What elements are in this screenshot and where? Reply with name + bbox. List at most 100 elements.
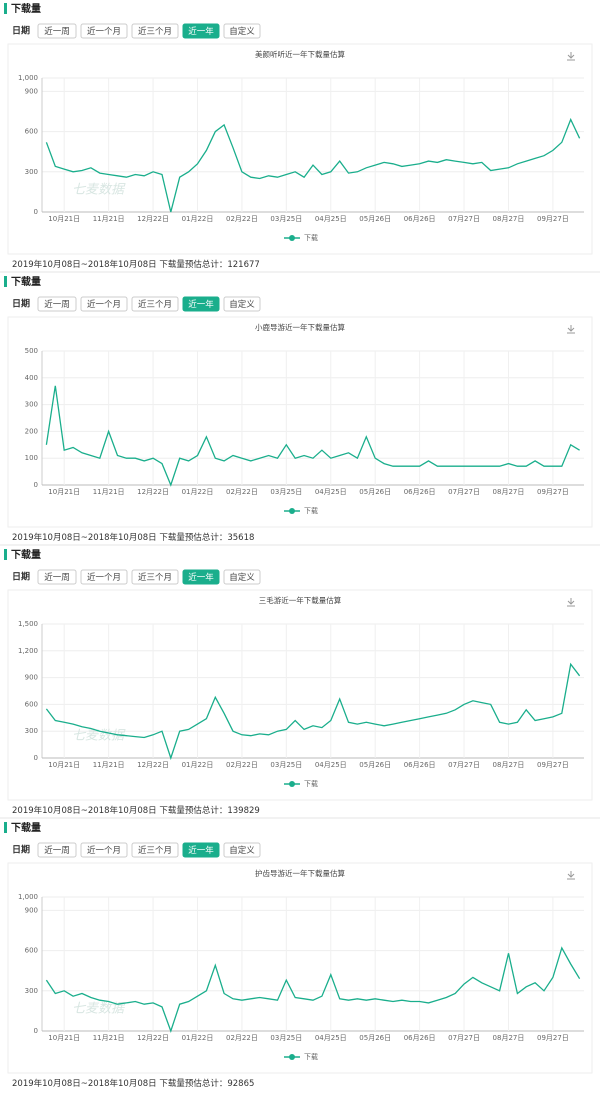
legend-dot — [289, 508, 295, 514]
download-glyph[interactable] — [567, 52, 575, 61]
chart-frame — [7, 589, 593, 801]
filter-button-label[interactable]: 近一周 — [44, 572, 70, 583]
y-tick-label: 900 — [25, 906, 38, 914]
filter-button-label[interactable]: 近一个月 — [87, 572, 121, 583]
filter-button-label[interactable]: 近一周 — [44, 26, 70, 37]
x-tick-label: 03月25日 — [270, 1034, 302, 1042]
filter-label: 日期 — [12, 298, 30, 310]
y-tick-label: 300 — [25, 727, 38, 735]
filter-button[interactable] — [223, 569, 261, 585]
filter-button[interactable] — [223, 296, 261, 312]
download-glyph[interactable] — [567, 871, 575, 880]
filter-button[interactable] — [80, 569, 128, 585]
y-tick-label: 1,000 — [18, 893, 38, 901]
footer-total: 121677 — [227, 260, 259, 270]
filter-button[interactable] — [223, 23, 261, 39]
filter-button-label[interactable]: 近一个月 — [87, 26, 121, 37]
filter-button-label[interactable]: 自定义 — [229, 572, 255, 583]
filter-button[interactable] — [37, 842, 77, 858]
chart-frame — [7, 316, 593, 528]
x-tick-label: 12月22日 — [137, 488, 169, 496]
filter-button[interactable] — [182, 296, 220, 312]
section-title: 下载量 — [11, 2, 41, 15]
download-icon[interactable] — [567, 871, 575, 880]
filter-button[interactable] — [182, 569, 220, 585]
y-tick-label: 600 — [25, 947, 38, 955]
y-tick-label: 0 — [34, 754, 38, 762]
y-tick-label: 400 — [25, 374, 38, 382]
section-marker — [4, 549, 7, 560]
legend-dot — [289, 235, 295, 241]
section-title: 下载量 — [11, 275, 41, 288]
filter-button-label[interactable]: 近三个月 — [138, 845, 172, 856]
x-tick-label: 06月26日 — [404, 761, 436, 769]
data-line — [45, 662, 581, 761]
footer: 2019年10月08日~2018年10月08日 下载量预估总计：121677 — [12, 259, 260, 270]
x-tick-label: 10月21日 — [48, 215, 80, 223]
legend-dot — [289, 781, 295, 787]
filter-button-label[interactable]: 近一个月 — [87, 299, 121, 310]
x-tick-label: 08月27日 — [493, 1034, 525, 1042]
filter-button[interactable] — [131, 296, 179, 312]
x-tick-label: 12月22日 — [137, 761, 169, 769]
x-tick-label: 04月25日 — [315, 761, 347, 769]
footer-total: 139829 — [227, 806, 259, 816]
x-tick-label: 02月22日 — [226, 215, 258, 223]
filter-button[interactable] — [182, 842, 220, 858]
filter-button[interactable] — [223, 842, 261, 858]
filter-button[interactable] — [37, 296, 77, 312]
y-tick-label: 900 — [25, 87, 38, 95]
filter-button-label[interactable]: 近一年 — [188, 299, 214, 310]
download-icon[interactable] — [567, 52, 575, 61]
x-tick-label: 10月21日 — [48, 761, 80, 769]
filter-button[interactable] — [37, 569, 77, 585]
filter-button[interactable] — [80, 296, 128, 312]
x-tick-label: 07月27日 — [448, 488, 480, 496]
y-tick-label: 100 — [25, 454, 38, 462]
filter-button[interactable] — [131, 842, 179, 858]
x-tick-label: 04月25日 — [315, 215, 347, 223]
x-tick-label: 08月27日 — [493, 761, 525, 769]
filter-button-label[interactable]: 近一年 — [188, 845, 214, 856]
filter-button[interactable] — [80, 842, 128, 858]
x-tick-label: 09月27日 — [537, 488, 569, 496]
filter-button-label[interactable]: 近一年 — [188, 572, 214, 583]
x-tick-label: 01月22日 — [182, 761, 214, 769]
filter-button-label[interactable]: 近三个月 — [138, 26, 172, 37]
filter-button-label[interactable]: 近一周 — [44, 299, 70, 310]
chart-title: 护齿导游近一年下载量估算 — [255, 868, 345, 878]
filter-button[interactable] — [182, 23, 220, 39]
y-tick-label: 300 — [25, 987, 38, 995]
x-tick-label: 11月21日 — [93, 1034, 125, 1042]
x-tick-label: 02月22日 — [226, 488, 258, 496]
download-icon[interactable] — [567, 598, 575, 607]
download-glyph[interactable] — [567, 598, 575, 607]
filter-button-label[interactable]: 自定义 — [229, 299, 255, 310]
y-tick-label: 500 — [25, 347, 38, 355]
filter-button[interactable] — [131, 569, 179, 585]
download-glyph[interactable] — [567, 325, 575, 334]
filter-button[interactable] — [131, 23, 179, 39]
filter-button-label[interactable]: 近一个月 — [87, 845, 121, 856]
y-tick-label: 0 — [34, 481, 38, 489]
x-tick-label: 09月27日 — [537, 761, 569, 769]
filter-button-label[interactable]: 近一年 — [188, 26, 214, 37]
y-tick-label: 300 — [25, 401, 38, 409]
filter-button-label[interactable]: 近三个月 — [138, 572, 172, 583]
filter-button[interactable] — [80, 23, 128, 39]
y-tick-label: 1,000 — [18, 74, 38, 82]
filter-button-label[interactable]: 自定义 — [229, 26, 255, 37]
filter-button-label[interactable]: 近三个月 — [138, 299, 172, 310]
x-tick-label: 06月26日 — [404, 215, 436, 223]
filter-button-label[interactable]: 近一周 — [44, 845, 70, 856]
filter-button[interactable] — [37, 23, 77, 39]
download-icon[interactable] — [567, 325, 575, 334]
filter-button-label[interactable]: 自定义 — [229, 845, 255, 856]
section-marker — [4, 276, 7, 287]
y-tick-label: 900 — [25, 674, 38, 682]
x-tick-label: 04月25日 — [315, 488, 347, 496]
